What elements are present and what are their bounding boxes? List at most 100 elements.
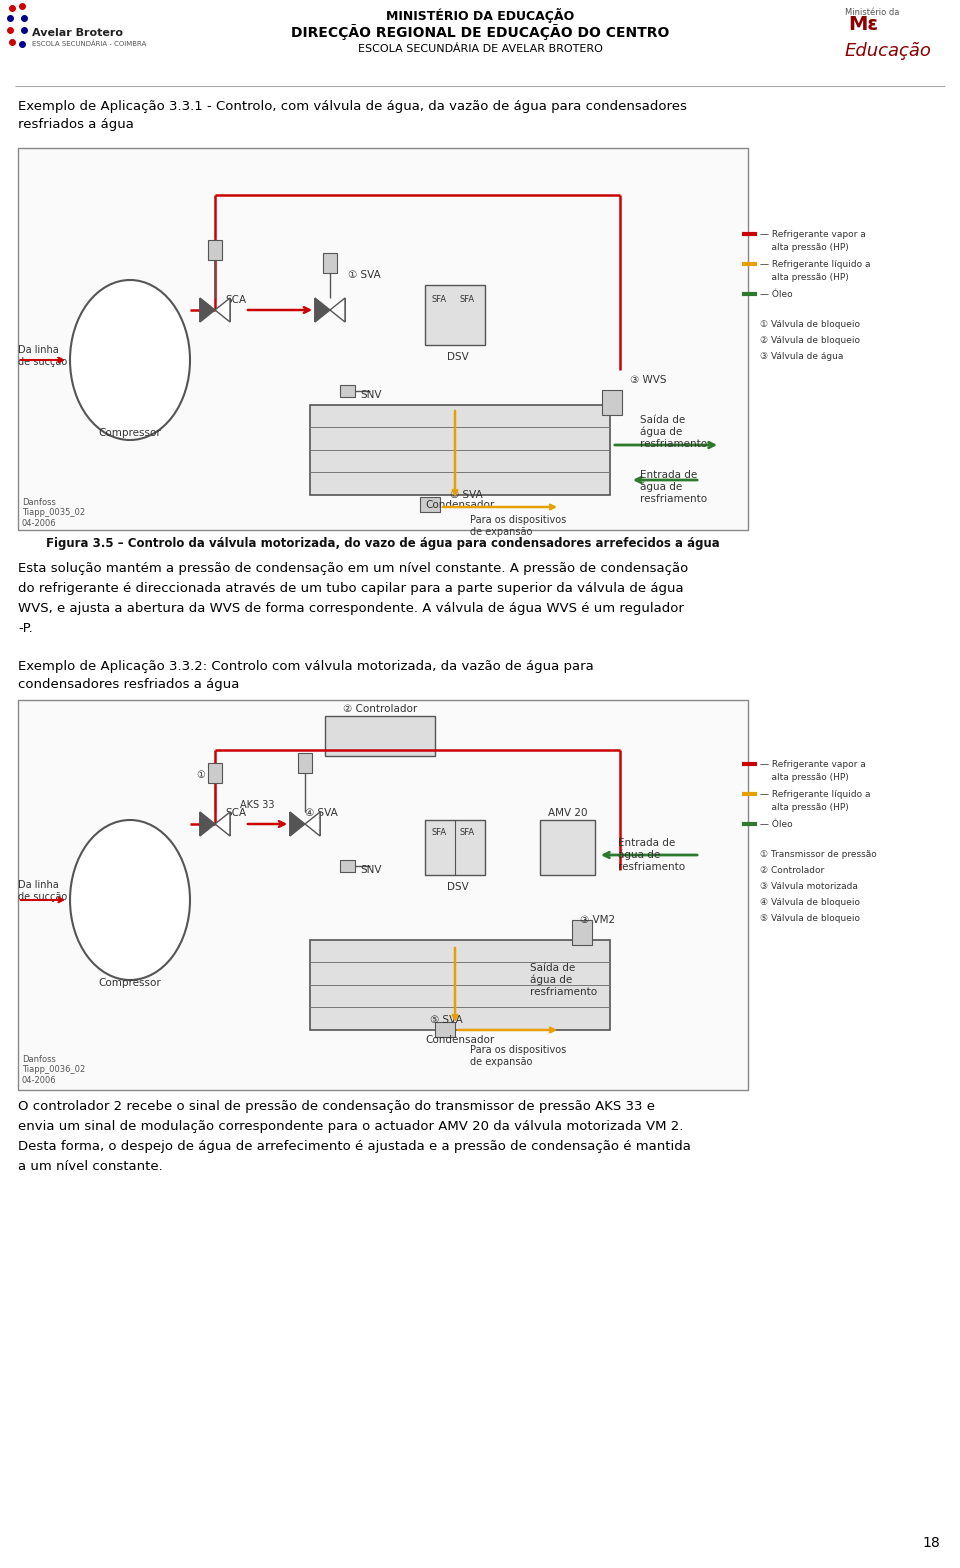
Text: ①: ① bbox=[196, 770, 204, 779]
Text: ① SVA: ① SVA bbox=[348, 270, 381, 281]
Text: ② Controlador: ② Controlador bbox=[760, 866, 825, 875]
Text: Para os dispositivos
de expansão: Para os dispositivos de expansão bbox=[470, 1044, 566, 1066]
Text: ④ Válvula de bloqueio: ④ Válvula de bloqueio bbox=[760, 898, 860, 906]
Bar bbox=[298, 753, 312, 773]
Text: SFA: SFA bbox=[460, 295, 475, 304]
Text: AKS 33: AKS 33 bbox=[240, 800, 275, 811]
Text: Desta forma, o despejo de água de arrefecimento é ajustada e a pressão de conden: Desta forma, o despejo de água de arrefe… bbox=[18, 1140, 691, 1152]
Bar bbox=[540, 820, 595, 875]
Bar bbox=[420, 497, 440, 513]
Bar bbox=[572, 920, 592, 946]
Text: alta pressão (HP): alta pressão (HP) bbox=[760, 273, 849, 282]
Text: envia um sinal de modulação correspondente para o actuador AMV 20 da válvula mot: envia um sinal de modulação corresponden… bbox=[18, 1120, 684, 1134]
Text: — Refrigerante líquido a: — Refrigerante líquido a bbox=[760, 260, 871, 270]
Text: Danfoss
Tiapp_0035_02
04-2006: Danfoss Tiapp_0035_02 04-2006 bbox=[22, 499, 85, 528]
Text: a um nível constante.: a um nível constante. bbox=[18, 1160, 163, 1173]
Bar bbox=[602, 390, 622, 416]
Text: ② Controlador: ② Controlador bbox=[343, 704, 418, 713]
Bar bbox=[325, 717, 435, 756]
Text: Da linha
de sucção: Da linha de sucção bbox=[18, 345, 67, 367]
Text: Educação: Educação bbox=[845, 42, 932, 60]
Text: Saída de
água de
resfriamento: Saída de água de resfriamento bbox=[640, 416, 708, 448]
Text: ② SVA: ② SVA bbox=[450, 491, 483, 500]
Polygon shape bbox=[315, 298, 330, 321]
Text: SCA: SCA bbox=[225, 295, 246, 306]
Ellipse shape bbox=[70, 820, 190, 980]
Text: Avelar Brotero: Avelar Brotero bbox=[32, 28, 123, 38]
Bar bbox=[310, 939, 610, 1030]
Text: DSV: DSV bbox=[447, 351, 468, 362]
Text: ④ SVA: ④ SVA bbox=[305, 808, 338, 818]
Bar bbox=[340, 386, 355, 397]
Text: ⑤ SVA: ⑤ SVA bbox=[430, 1014, 463, 1025]
Bar bbox=[323, 252, 337, 273]
Polygon shape bbox=[305, 812, 320, 836]
Text: WVS, e ajusta a abertura da WVS de forma correspondente. A válvula de água WVS é: WVS, e ajusta a abertura da WVS de forma… bbox=[18, 602, 684, 615]
Text: O controlador 2 recebe o sinal de pressão de condensação do transmissor de press: O controlador 2 recebe o sinal de pressã… bbox=[18, 1101, 655, 1113]
Text: ③ VM2: ③ VM2 bbox=[580, 916, 615, 925]
Text: Da linha
de sucção: Da linha de sucção bbox=[18, 880, 67, 902]
Text: — Óleo: — Óleo bbox=[760, 820, 793, 829]
Text: Para os dispositivos
de expansão: Para os dispositivos de expansão bbox=[470, 514, 566, 536]
Bar bbox=[18, 147, 748, 530]
Text: alta pressão (HP): alta pressão (HP) bbox=[760, 773, 849, 782]
Bar bbox=[435, 1022, 455, 1036]
Text: ESCOLA SECUNDÁRIA - COIMBRA: ESCOLA SECUNDÁRIA - COIMBRA bbox=[32, 41, 146, 47]
Polygon shape bbox=[200, 298, 215, 321]
Text: ESCOLA SECUNDÁRIA DE AVELAR BROTERO: ESCOLA SECUNDÁRIA DE AVELAR BROTERO bbox=[357, 44, 603, 53]
Text: SCA: SCA bbox=[225, 808, 246, 818]
Text: resfriados a água: resfriados a água bbox=[18, 118, 133, 132]
Text: Condensador: Condensador bbox=[425, 500, 494, 510]
Text: Entrada de
água de
resfriamento: Entrada de água de resfriamento bbox=[640, 470, 708, 503]
Bar bbox=[208, 240, 222, 260]
Text: ① Transmissor de pressão: ① Transmissor de pressão bbox=[760, 850, 876, 859]
Text: condensadores resfriados a água: condensadores resfriados a água bbox=[18, 677, 239, 691]
Text: ③ Válvula motorizada: ③ Válvula motorizada bbox=[760, 883, 858, 891]
Bar bbox=[310, 405, 610, 495]
Text: Condensador: Condensador bbox=[425, 1035, 494, 1044]
Text: AMV 20: AMV 20 bbox=[548, 808, 588, 818]
Text: Compressor: Compressor bbox=[99, 428, 161, 437]
Text: — Refrigerante líquido a: — Refrigerante líquido a bbox=[760, 790, 871, 800]
Text: alta pressão (HP): alta pressão (HP) bbox=[760, 803, 849, 812]
Text: Esta solução mantém a pressão de condensação em um nível constante. A pressão de: Esta solução mantém a pressão de condens… bbox=[18, 561, 688, 575]
Text: DIRECÇÃO REGIONAL DE EDUCAÇÃO DO CENTRO: DIRECÇÃO REGIONAL DE EDUCAÇÃO DO CENTRO bbox=[291, 24, 669, 41]
Bar bbox=[208, 764, 222, 782]
Polygon shape bbox=[215, 812, 230, 836]
Bar bbox=[425, 820, 485, 875]
Text: Exemplo de Aplicação 3.3.2: Controlo com válvula motorizada, da vazão de água pa: Exemplo de Aplicação 3.3.2: Controlo com… bbox=[18, 660, 593, 673]
Text: ③ Válvula de água: ③ Válvula de água bbox=[760, 351, 844, 361]
Text: Entrada de
água de
resfriamento: Entrada de água de resfriamento bbox=[618, 837, 685, 872]
Text: ⑤ Válvula de bloqueio: ⑤ Válvula de bloqueio bbox=[760, 914, 860, 924]
Text: ② Válvula de bloqueio: ② Válvula de bloqueio bbox=[760, 336, 860, 345]
Bar bbox=[340, 859, 355, 872]
Polygon shape bbox=[290, 812, 305, 836]
Polygon shape bbox=[215, 298, 230, 321]
Text: Saída de
água de
resfriamento: Saída de água de resfriamento bbox=[530, 963, 597, 997]
Text: ① Válvula de bloqueio: ① Válvula de bloqueio bbox=[760, 320, 860, 329]
Text: Exemplo de Aplicação 3.3.1 - Controlo, com válvula de água, da vazão de água par: Exemplo de Aplicação 3.3.1 - Controlo, c… bbox=[18, 100, 686, 113]
Ellipse shape bbox=[70, 281, 190, 441]
Text: 18: 18 bbox=[923, 1537, 940, 1551]
Polygon shape bbox=[330, 298, 345, 321]
Bar bbox=[425, 285, 485, 345]
Text: Figura 3.5 – Controlo da válvula motorizada, do vazo de água para condensadores : Figura 3.5 – Controlo da válvula motoriz… bbox=[46, 536, 720, 550]
Text: — Refrigerante vapor a: — Refrigerante vapor a bbox=[760, 760, 866, 768]
Text: Με: Με bbox=[848, 16, 878, 34]
Polygon shape bbox=[200, 812, 215, 836]
Text: MINISTÉRIO DA EDUCAÇÃO: MINISTÉRIO DA EDUCAÇÃO bbox=[386, 8, 574, 24]
Text: — Refrigerante vapor a: — Refrigerante vapor a bbox=[760, 230, 866, 238]
Text: alta pressão (HP): alta pressão (HP) bbox=[760, 243, 849, 252]
Text: -P.: -P. bbox=[18, 622, 33, 635]
Text: Ministério da: Ministério da bbox=[845, 8, 900, 17]
Text: Compressor: Compressor bbox=[99, 978, 161, 988]
Text: — Óleo: — Óleo bbox=[760, 290, 793, 299]
Text: SFA: SFA bbox=[460, 828, 475, 837]
Text: SFA: SFA bbox=[432, 828, 447, 837]
Text: SNV: SNV bbox=[360, 866, 381, 875]
Text: SNV: SNV bbox=[360, 390, 381, 400]
Text: SFA: SFA bbox=[432, 295, 447, 304]
Text: do refrigerante é direccionada através de um tubo capilar para a parte superior : do refrigerante é direccionada através d… bbox=[18, 582, 684, 594]
Text: Danfoss
Tiapp_0036_02
04-2006: Danfoss Tiapp_0036_02 04-2006 bbox=[22, 1055, 85, 1085]
Text: DSV: DSV bbox=[447, 883, 468, 892]
